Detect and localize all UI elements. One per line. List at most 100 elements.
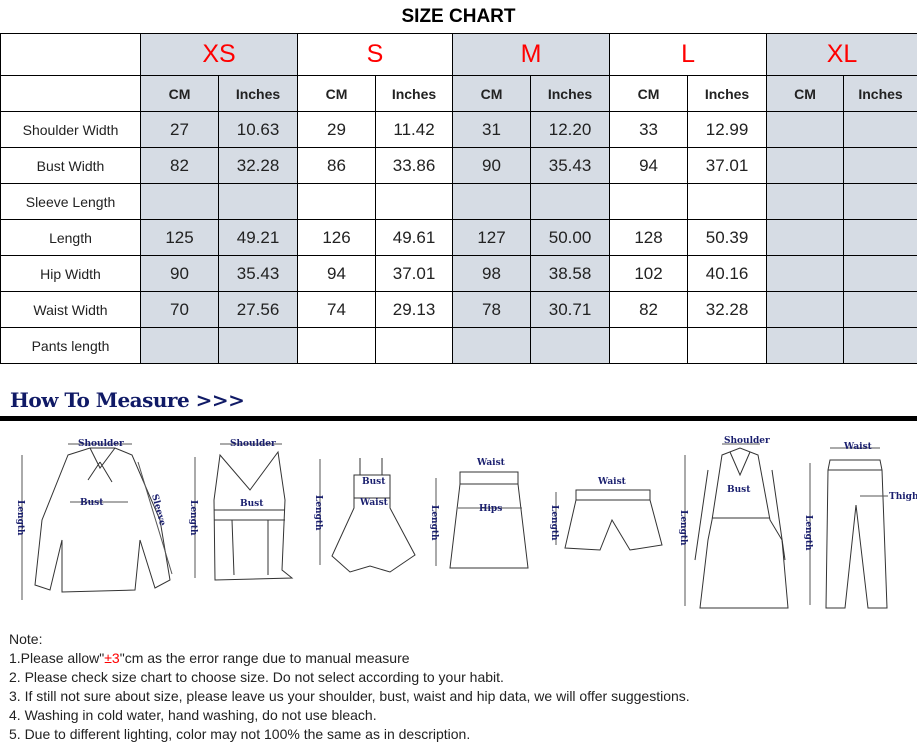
cell-xs-inches: 10.63 [217,111,299,148]
cell-xl-inches [843,147,917,184]
cell-xs-inches: 35.43 [217,255,299,292]
notes-heading: Note: [9,631,43,647]
cell-xs-cm [140,327,219,364]
tank-top-illustration: Shoulder Bust Length [188,439,294,581]
cell-s-inches: 29.13 [375,291,454,328]
measurement-illustrations: Shoulder Bust Sleeve Length Shoulder Bus… [15,436,917,609]
cell-xl-cm [766,255,845,292]
cell-s-cm: 94 [297,255,377,292]
cell-l-cm: 33 [609,111,689,148]
unit-inches: Inches [375,75,454,112]
label-waist: Waist [359,498,389,508]
unit-cm: CM [609,75,689,112]
cell-m-cm: 90 [452,147,532,184]
cell-l-cm [609,327,689,364]
label-waist: Waist [843,442,873,452]
shorts-illustration: Waist Length [549,477,663,551]
cell-m-cm [452,327,532,364]
unit-inches: Inches [530,75,611,112]
note-1: 1.Please allow"±3"cm as the error range … [9,649,690,668]
unit-cm: CM [766,75,845,112]
cell-s-cm: 86 [297,147,377,184]
cell-m-cm [452,183,532,220]
unit-inches: Inches [217,75,299,112]
cell-xs-inches: 49.21 [217,219,299,256]
cell-xs-cm [140,183,219,220]
size-xl: XL [766,33,917,76]
label-shoulder: Shoulder [78,439,124,449]
label-waist: Waist [597,477,627,487]
label-waist: Waist [476,458,506,468]
label-bust: Bust [240,499,264,509]
unit-cm: CM [297,75,377,112]
dress-illustration: Bust Waist Length [313,458,416,573]
label-length: Length [678,510,688,546]
cell-xs-cm: 125 [140,219,219,256]
cell-m-cm: 98 [452,255,532,292]
size-header-row: XS S M L XL [0,33,917,76]
pants-illustration: Waist Thigh Length [803,442,917,609]
cell-xl-cm [766,327,845,364]
cell-xl-cm [766,219,845,256]
label-shoulder: Shoulder [230,439,276,449]
cell-l-inches: 50.39 [687,219,768,256]
cell-l-inches: 40.16 [687,255,768,292]
label-hips: Hips [479,504,502,514]
cell-m-inches: 50.00 [530,219,611,256]
cell-l-inches: 32.28 [687,291,768,328]
cell-s-inches: 37.01 [375,255,454,292]
table-row: Shoulder Width 27 10.63 29 11.42 31 12.20 33 12.… [0,111,917,148]
label-thigh: Thigh [889,492,917,502]
note-2: 2. Please check size chart to choose siz… [9,669,504,685]
note-3: 3. If still not sure about size, please … [9,688,690,704]
cell-m-cm: 127 [452,219,532,256]
row-label: Pants length [0,327,141,364]
divider [0,416,917,421]
note-1-tolerance: ±3 [104,650,120,666]
cell-xs-inches: 27.56 [217,291,299,328]
cell-m-inches: 35.43 [530,147,611,184]
cell-l-inches: 12.99 [687,111,768,148]
row-label: Hip Width [0,255,141,292]
label-length: Length [429,505,439,541]
label-length: Length [803,515,813,551]
note-1-text: 1.Please allow" [9,650,105,666]
size-m: M [452,33,611,76]
cell-xs-inches: 32.28 [217,147,299,184]
cell-l-cm: 128 [609,219,689,256]
label-length: Length [313,495,323,531]
unit-cm: CM [452,75,532,112]
cell-xl-cm [766,147,845,184]
cell-s-inches [375,327,454,364]
row-label: Waist Width [0,291,141,328]
cell-xs-cm: 27 [140,111,219,148]
how-to-measure-heading: How To Measure >>> [10,388,245,412]
cell-s-inches: 11.42 [375,111,454,148]
cell-l-cm: 82 [609,291,689,328]
cell-s-cm [297,327,377,364]
corner-cell [0,75,141,112]
size-l: L [609,33,768,76]
cell-m-inches [530,183,611,220]
table-row: Pants length [0,327,917,364]
cell-xs-cm: 82 [140,147,219,184]
cell-s-inches: 33.86 [375,147,454,184]
cell-xs-inches [217,327,299,364]
cell-xs-inches [217,183,299,220]
skirt-illustration: Waist Hips Length [429,458,529,569]
cell-xl-cm [766,183,845,220]
corner-cell [0,33,141,76]
table-row: Length 125 49.21 126 49.61 127 50.00 128 50.39 [0,219,917,256]
unit-inches: Inches [843,75,917,112]
row-label: Length [0,219,141,256]
unit-inches: Inches [687,75,768,112]
row-label: Bust Width [0,147,141,184]
cell-m-cm: 78 [452,291,532,328]
cell-xl-inches [843,327,917,364]
label-length: Length [188,500,198,536]
cell-s-cm: 29 [297,111,377,148]
cell-xl-cm [766,111,845,148]
notes-section: Note: 1.Please allow"±3"cm as the error … [9,630,690,744]
cell-xl-inches [843,111,917,148]
size-xs: XS [139,33,299,76]
